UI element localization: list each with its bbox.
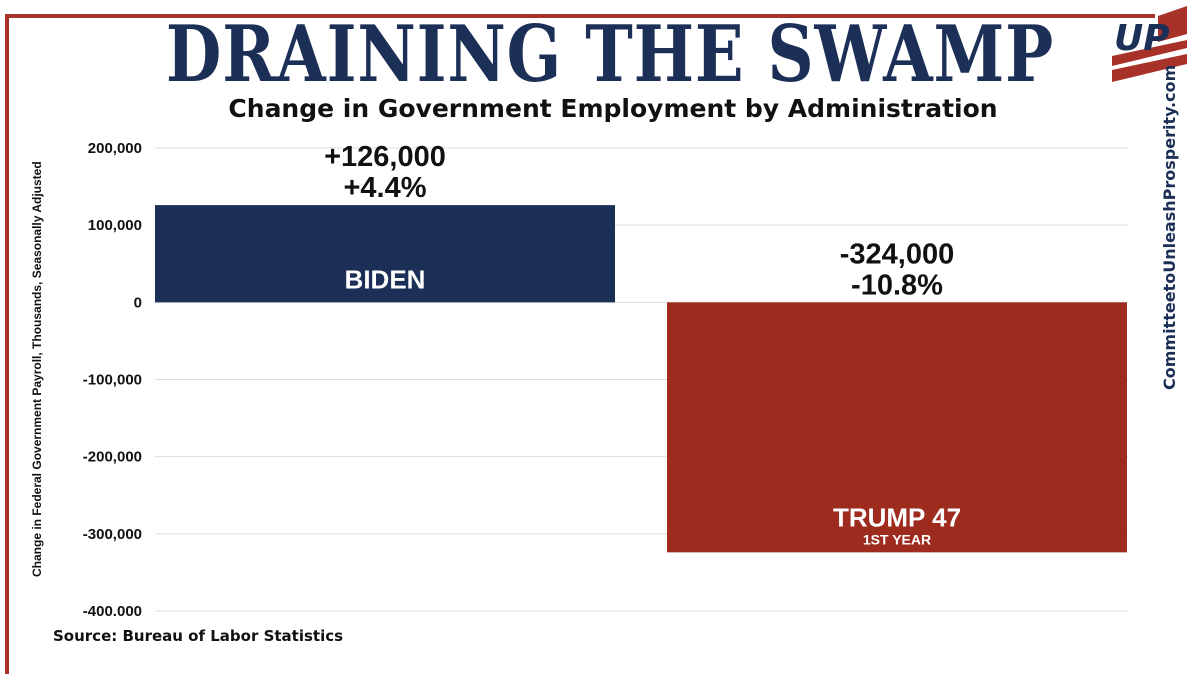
bar-sublabel: 1ST YEAR	[863, 531, 931, 547]
y-tick-label: 0	[134, 294, 142, 311]
y-tick-label: 200,000	[88, 140, 142, 157]
data-label-percent: +4.4%	[343, 172, 426, 204]
y-tick-label: -100,000	[83, 372, 142, 389]
website-url: CommitteetoUnleashProsperity.com	[1160, 64, 1179, 390]
y-tick-label: 100,000	[88, 217, 142, 234]
logo-text: UP	[1114, 18, 1170, 59]
headline: DRAINING THE SWAMP	[165, 9, 1055, 100]
data-label-value: +126,000	[324, 141, 446, 173]
page-frame	[5, 14, 1155, 674]
y-tick-label: -300,000	[83, 526, 142, 543]
bar-category-label: BIDEN	[345, 264, 426, 294]
chart-title: Change in Government Employment by Admin…	[228, 94, 998, 123]
y-tick-label: -400.000	[83, 603, 142, 620]
source-note: Source: Bureau of Labor Statistics	[53, 627, 344, 645]
y-tick-label: -200,000	[83, 449, 142, 466]
data-label-percent: -10.8%	[851, 269, 943, 301]
up-logo: UP	[1112, 6, 1187, 82]
bar-trump-47	[667, 302, 1127, 553]
bar-chart: 200,000 100,000 0 -100,000 -200,000 -300,000 -…	[83, 140, 1128, 620]
data-label-value: -324,000	[840, 238, 955, 270]
bar-category-label: TRUMP 47	[833, 502, 961, 532]
y-axis-label: Change in Federal Government Payroll, Th…	[30, 161, 44, 577]
bar-biden	[155, 205, 615, 303]
